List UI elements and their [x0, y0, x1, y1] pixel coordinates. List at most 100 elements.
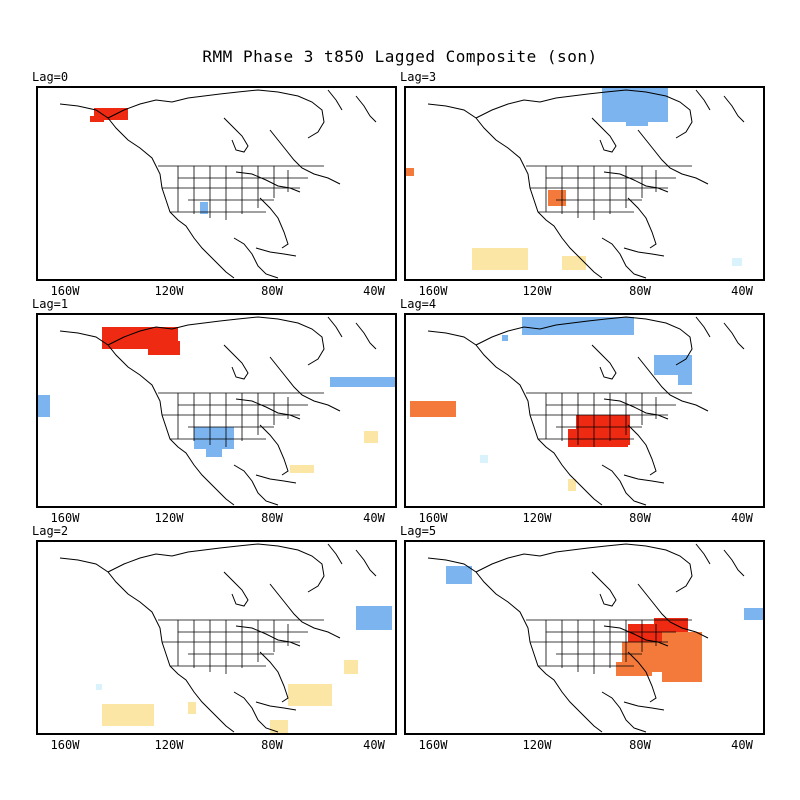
coastline-0 [427, 330, 603, 506]
coastline-8 [723, 322, 745, 350]
coastline-8 [723, 549, 745, 577]
coastline-6 [233, 237, 279, 279]
coastline-1 [107, 316, 325, 366]
anomaly-patch-lag5-1 [744, 608, 763, 620]
coastline-5 [627, 651, 657, 703]
x-tick-label: 40W [363, 284, 385, 298]
coastline-0 [59, 557, 235, 733]
anomaly-patch-lag2-1 [344, 660, 358, 674]
anomaly-patch-lag4-6 [568, 429, 628, 447]
map-frame-lag1 [36, 313, 397, 508]
coastline-9 [695, 316, 711, 338]
coastline-8 [355, 322, 377, 350]
coastline-9 [327, 543, 343, 565]
coastline-6 [601, 464, 647, 506]
coastline-4 [235, 171, 301, 193]
x-tick-label: 120W [154, 511, 184, 525]
coastline-5 [259, 424, 289, 476]
coastline-5 [627, 197, 657, 249]
x-tick-label: 40W [731, 511, 753, 525]
coastline-1 [107, 543, 325, 593]
panel-label-lag2: Lag=2 [32, 524, 69, 538]
x-tick-label: 80W [629, 738, 651, 752]
coastline-8 [723, 95, 745, 123]
anomaly-patch-lag5-5 [662, 632, 702, 682]
anomaly-patch-lag3-4 [472, 248, 528, 270]
panel-label-lag1: Lag=1 [32, 297, 69, 311]
coastline-7 [623, 247, 665, 257]
coastline-5 [259, 197, 289, 249]
map-canvas-lag3 [406, 88, 745, 279]
x-tick-label: 160W [50, 511, 80, 525]
coastline-2 [591, 571, 617, 607]
panel-label-lag5: Lag=5 [400, 524, 437, 538]
coastline-5 [627, 424, 657, 476]
map-canvas-lag2 [59, 543, 392, 733]
map-panel-lag3: Lag=3 160W 120W 80W 40W [400, 70, 765, 298]
anomaly-patch-lag2-3 [102, 704, 154, 726]
x-tick-label: 40W [363, 511, 385, 525]
coastline-1 [107, 89, 325, 139]
x-tick-label: 160W [418, 511, 448, 525]
coastline-4 [603, 171, 669, 193]
coastline-9 [327, 316, 343, 338]
coastline-9 [695, 89, 711, 111]
coastline-3 [269, 129, 341, 185]
coastline-4 [235, 625, 301, 647]
x-axis-lag3: 160W 120W 80W 40W [404, 284, 765, 298]
anomaly-patch-lag4-8 [568, 479, 576, 491]
map-canvas-lag4 [410, 316, 745, 506]
coastline-7 [255, 474, 297, 484]
x-tick-label: 160W [418, 284, 448, 298]
anomaly-patch-lag3-1 [626, 118, 648, 126]
coastline-7 [255, 247, 297, 257]
anomaly-patch-lag1-5 [206, 445, 222, 457]
anomaly-patch-lag5-6 [616, 662, 652, 676]
anomaly-patch-lag2-5 [270, 720, 288, 733]
x-tick-label: 80W [629, 511, 651, 525]
anomaly-patch-lag2-4 [188, 702, 196, 714]
map-panel-lag1: Lag=1 160W 120W 80W 40W [32, 297, 397, 525]
anomaly-patch-lag0-2 [200, 202, 208, 214]
map-frame-lag2 [36, 540, 397, 735]
map-canvas-lag1 [38, 316, 395, 506]
coastline-9 [327, 89, 343, 111]
x-tick-label: 120W [154, 284, 184, 298]
coastline-2 [591, 117, 617, 153]
anomaly-patch-lag3-5 [562, 256, 586, 270]
coastline-6 [601, 691, 647, 733]
coastline-0 [427, 557, 603, 733]
coastline-6 [233, 691, 279, 733]
panel-label-lag0: Lag=0 [32, 70, 69, 84]
anomaly-patch-lag0-1 [90, 116, 104, 122]
x-tick-label: 40W [731, 738, 753, 752]
x-axis-lag0: 160W 120W 80W 40W [36, 284, 397, 298]
coastline-3 [269, 583, 341, 639]
anomaly-patch-lag4-0 [522, 317, 634, 335]
coastline-7 [255, 701, 297, 711]
map-canvas-lag0 [59, 89, 377, 279]
x-tick-label: 160W [50, 284, 80, 298]
coastline-9 [695, 543, 711, 565]
coastline-1 [475, 89, 693, 139]
map-panel-lag2: Lag=2 160W 120W 80W 40W [32, 524, 397, 752]
coastline-2 [223, 571, 249, 607]
x-axis-lag1: 160W 120W 80W 40W [36, 511, 397, 525]
figure-title: RMM Phase 3 t850 Lagged Composite (son) [202, 47, 598, 66]
map-frame-lag4 [404, 313, 765, 508]
map-panel-lag4: Lag=4 160W 120W 80W 40W [400, 297, 765, 525]
x-tick-label: 120W [522, 511, 552, 525]
anomaly-patch-lag5-0 [446, 566, 472, 584]
x-axis-lag5: 160W 120W 80W 40W [404, 738, 765, 752]
coastline-0 [59, 103, 235, 279]
coastline-6 [601, 237, 647, 279]
x-tick-label: 160W [418, 738, 448, 752]
anomaly-patch-lag1-6 [364, 431, 378, 443]
coastline-4 [603, 398, 669, 420]
x-tick-label: 80W [261, 738, 283, 752]
map-canvas-lag5 [427, 543, 763, 733]
map-panel-lag0: Lag=0 160W 120W 80W 40W [32, 70, 397, 298]
coastline-8 [355, 95, 377, 123]
anomaly-patch-lag1-2 [38, 395, 50, 417]
coastline-5 [259, 651, 289, 703]
